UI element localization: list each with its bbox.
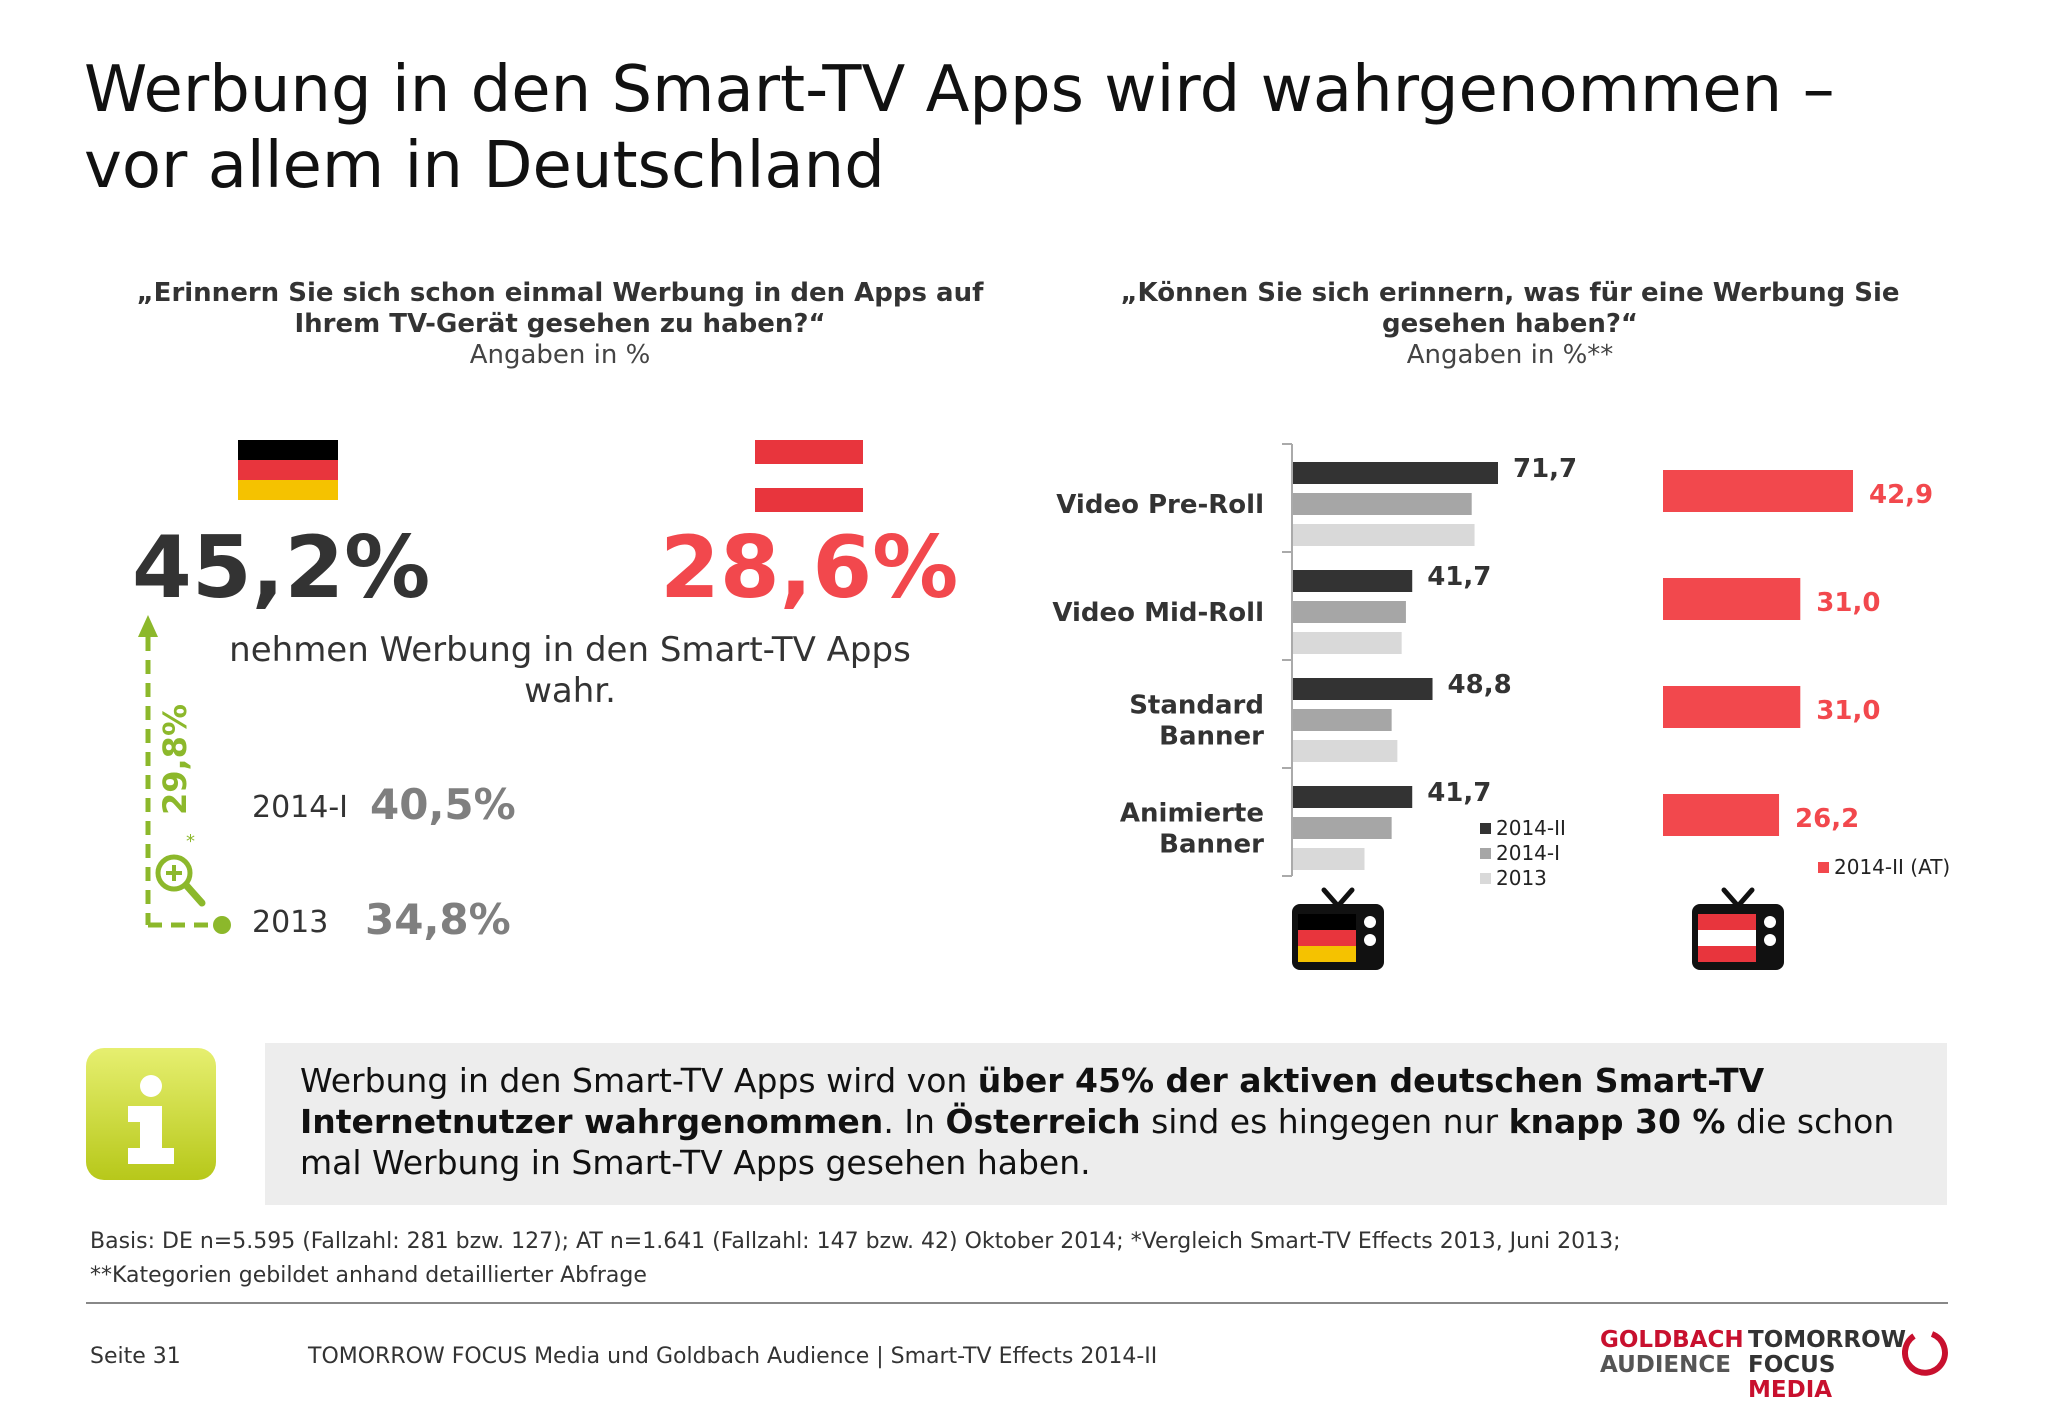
right-question-line-2: gesehen haben?“ <box>1381 309 1639 339</box>
info-icon <box>86 1048 216 1180</box>
data-label-at: 31,0 <box>1816 588 1880 618</box>
data-label-at: 42,9 <box>1869 480 1933 510</box>
info-text-4: die schon mal Werbung in Smart-TV Apps g… <box>300 1102 1895 1182</box>
data-label-at: 26,2 <box>1795 804 1859 834</box>
bar-de-2014-I <box>1293 493 1472 515</box>
tomorrow-focus-logo-line-1: TOMORROW <box>1748 1327 1907 1353</box>
ad-type-bar-chart: Video Pre-Roll 71,7 42,9 Video Mid-Roll 41,7… <box>1052 443 1950 970</box>
history-value-2013: 34,8% <box>365 895 511 944</box>
history-label-2014-i: 2014-I <box>252 790 349 825</box>
bar-de-2014-II <box>1293 570 1413 592</box>
page-title: Werbung in den Smart-TV Apps wird wahrge… <box>84 52 1984 204</box>
goldbach-logo: GOLDBACH AUDIENCE <box>1600 1328 1744 1378</box>
tv-germany-icon <box>1292 887 1384 970</box>
bar-de-2013 <box>1293 848 1365 870</box>
left-question-line-2: Ihrem TV-Gerät gesehen zu haben?“ <box>294 309 826 339</box>
perceive-caption: nehmen Werbung in den Smart-TV Apps wahr… <box>210 630 930 712</box>
bar-de-2013 <box>1293 524 1475 546</box>
bar-de-2013 <box>1293 740 1398 762</box>
bar-de-2014-II <box>1293 462 1498 484</box>
info-bold-3: knapp 30 % <box>1508 1102 1726 1141</box>
legend-swatch <box>1480 848 1491 859</box>
legend-label-at: 2014-II (AT) <box>1834 855 1950 879</box>
de-share-value: 45,2% <box>132 518 431 618</box>
footnote-line-1: Basis: DE n=5.595 (Fallzahl: 281 bzw. 12… <box>90 1229 1621 1254</box>
tomorrow-focus-ring-icon <box>1902 1331 1948 1376</box>
footer-text: TOMORROW FOCUS Media und Goldbach Audien… <box>308 1344 1158 1369</box>
bar-at <box>1663 794 1780 836</box>
legend-swatch-at <box>1818 862 1829 873</box>
left-question: „Erinnern Sie sich schon einmal Werbung … <box>90 278 1030 371</box>
right-question-line-1: „Können Sie sich erinnern, was für eine … <box>1120 278 1900 308</box>
title-line-2: vor allem in Deutschland <box>84 129 885 203</box>
history-label-2013: 2013 <box>252 905 329 940</box>
bar-de-2014-II <box>1293 786 1413 808</box>
growth-arrow-head-icon <box>138 615 158 637</box>
left-question-line-1: „Erinnern Sie sich schon einmal Werbung … <box>136 278 984 308</box>
goldbach-logo-line-1: GOLDBACH <box>1600 1327 1744 1353</box>
category-label: Animierte <box>1120 799 1264 829</box>
growth-endpoint-icon <box>213 916 231 934</box>
tv-austria-icon <box>1692 887 1784 970</box>
legend-swatch <box>1480 823 1491 834</box>
data-label-de: 48,8 <box>1448 670 1512 700</box>
bar-de-2013 <box>1293 632 1402 654</box>
footnote-line-2: **Kategorien gebildet anhand detailliert… <box>90 1263 647 1288</box>
legend-label: 2013 <box>1496 866 1547 890</box>
info-box <box>265 1043 1947 1205</box>
growth-footnote-mark: * <box>186 831 195 852</box>
bar-at <box>1663 470 1853 512</box>
left-unit: Angaben in % <box>469 340 651 370</box>
info-bold-1: über 45% der aktiven deutschen Smart-TV … <box>300 1061 1765 1141</box>
austria-flag-icon <box>755 440 863 512</box>
info-text-3: sind es hingegen nur <box>1140 1102 1509 1141</box>
right-question: „Können Sie sich erinnern, was für eine … <box>1040 278 1980 371</box>
data-label-at: 31,0 <box>1816 696 1880 726</box>
info-text: Werbung in den Smart-TV Apps wird von üb… <box>300 1060 1920 1183</box>
category-label: Banner <box>1159 830 1264 860</box>
zoom-in-icon <box>155 854 206 907</box>
legend-label: 2014-II <box>1496 816 1566 840</box>
tomorrow-focus-logo-focus: FOCUS <box>1748 1352 1836 1378</box>
tomorrow-focus-logo-media: MEDIA <box>1748 1377 1833 1403</box>
title-line-1: Werbung in den Smart-TV Apps wird wahrge… <box>84 53 1835 127</box>
footnote: Basis: DE n=5.595 (Fallzahl: 281 bzw. 12… <box>90 1225 1970 1293</box>
bar-at <box>1663 578 1801 620</box>
info-text-1: Werbung in den Smart-TV Apps wird von <box>300 1061 978 1100</box>
goldbach-logo-line-2: AUDIENCE <box>1600 1352 1731 1378</box>
right-unit: Angaben in %** <box>1406 340 1614 370</box>
bar-de-2014-I <box>1293 709 1392 731</box>
page-number: Seite 31 <box>90 1344 181 1369</box>
footer-divider <box>86 1302 1948 1304</box>
growth-value: 29,8% <box>156 704 194 815</box>
data-label-de: 71,7 <box>1513 454 1577 484</box>
data-label-de: 41,7 <box>1427 562 1491 592</box>
data-label-de: 41,7 <box>1427 778 1491 808</box>
category-label: Banner <box>1159 722 1264 752</box>
growth-arrow: * 29,8% <box>138 615 231 934</box>
category-label: Video Pre-Roll <box>1056 490 1264 520</box>
legend-label: 2014-I <box>1496 841 1560 865</box>
germany-flag-icon <box>238 440 338 500</box>
info-text-2: . In <box>883 1102 946 1141</box>
category-label: Video Mid-Roll <box>1052 598 1264 628</box>
at-share-value: 28,6% <box>660 518 959 618</box>
tomorrow-focus-logo: TOMORROW FOCUS MEDIA <box>1748 1328 1906 1403</box>
category-label: Standard <box>1129 691 1264 721</box>
info-bold-2: Österreich <box>945 1102 1141 1141</box>
perceive-line-2: wahr. <box>524 671 616 711</box>
legend-swatch <box>1480 873 1491 884</box>
history-value-2014-i: 40,5% <box>370 780 516 829</box>
bar-de-2014-II <box>1293 678 1433 700</box>
perceive-line-1: nehmen Werbung in den Smart-TV Apps <box>229 630 911 670</box>
bar-at <box>1663 686 1801 728</box>
bar-de-2014-I <box>1293 817 1392 839</box>
bar-de-2014-I <box>1293 601 1406 623</box>
